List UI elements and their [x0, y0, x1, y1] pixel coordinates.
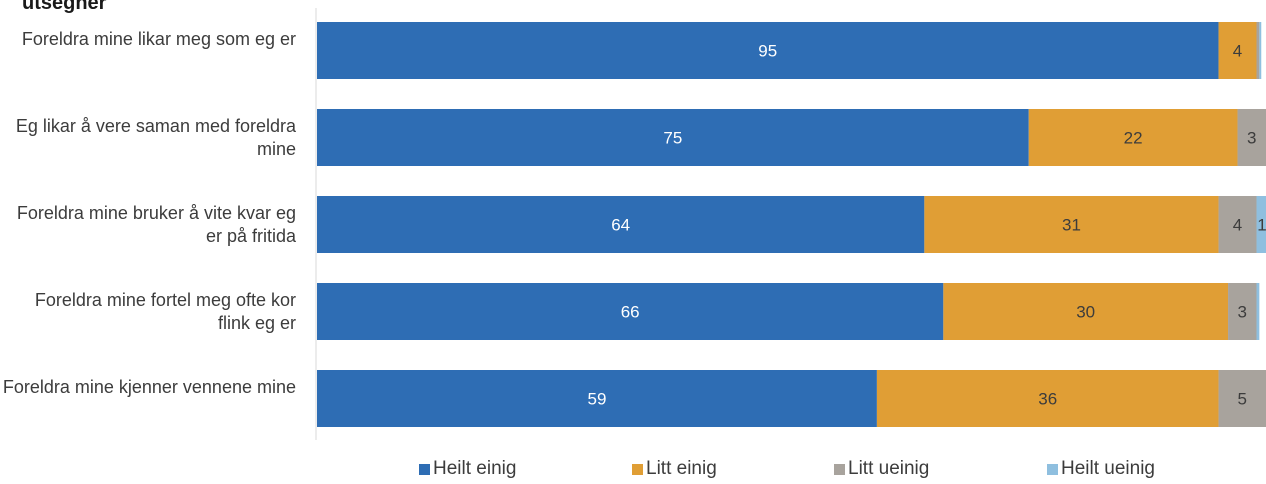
bar-segment: [943, 283, 1229, 340]
legend-label: Heilt ueinig: [1061, 458, 1155, 479]
bar-segment: [317, 109, 1029, 166]
data-label: 30: [1076, 303, 1095, 322]
legend-swatch: [632, 463, 643, 475]
bar-segment: [317, 196, 925, 253]
data-label: 4: [1233, 216, 1242, 235]
data-label: 64: [611, 216, 630, 235]
bar-segment: [1256, 22, 1260, 79]
category-label: Eg likar å vere saman med foreldra mine: [15, 115, 296, 159]
bar-segment: [317, 283, 944, 340]
legend-item: Litt ueinig: [834, 458, 929, 480]
bar-segment: [1256, 283, 1260, 340]
data-label: 3: [1238, 303, 1247, 322]
data-label: 3: [1247, 129, 1256, 148]
legend-label: Litt einig: [646, 458, 717, 479]
category-label: Foreldra mine fortel meg ofte kor flink …: [34, 289, 296, 333]
data-label: 75: [663, 129, 682, 148]
data-label: 1: [1257, 216, 1266, 235]
data-label: 5: [1238, 390, 1247, 409]
bar-segment: [1028, 109, 1238, 166]
data-label: 66: [621, 303, 640, 322]
bar-segment: [1218, 196, 1257, 253]
bar-segment: [924, 196, 1219, 253]
bar-segment: [1237, 109, 1266, 166]
bar-segment: [317, 22, 1219, 79]
data-label: 59: [587, 390, 606, 409]
bar-segment: [876, 370, 1219, 427]
legend-swatch: [419, 463, 430, 475]
data-label: 31: [1062, 216, 1081, 235]
legend-swatch: [1047, 463, 1058, 475]
data-label: 36: [1038, 390, 1057, 409]
bar-segment: [1259, 22, 1262, 79]
bar-segment: [1218, 22, 1257, 79]
legend-label: Heilt einig: [433, 458, 517, 479]
bar-segment: [1218, 370, 1266, 427]
data-label: 4: [1233, 42, 1242, 61]
data-label: 95: [758, 42, 777, 61]
legend-label: Litt ueinig: [848, 458, 930, 479]
legend-item: Heilt ueinig: [1047, 458, 1155, 480]
legend-item: Heilt einig: [419, 458, 516, 480]
category-label: Foreldra mine bruker å vite kvar eg er p…: [16, 202, 296, 246]
legend-swatch: [834, 463, 845, 475]
chart-title: utsegner: [22, 0, 107, 14]
category-label: Foreldra mine kjenner vennene mine: [2, 376, 296, 397]
bar-segment: [317, 370, 877, 427]
bar-segment: [1256, 196, 1266, 253]
data-label: 22: [1124, 129, 1143, 148]
bar-segment: [1228, 283, 1257, 340]
category-label: Foreldra mine likar meg som eg er: [21, 28, 296, 49]
legend-item: Litt einig: [632, 458, 717, 480]
